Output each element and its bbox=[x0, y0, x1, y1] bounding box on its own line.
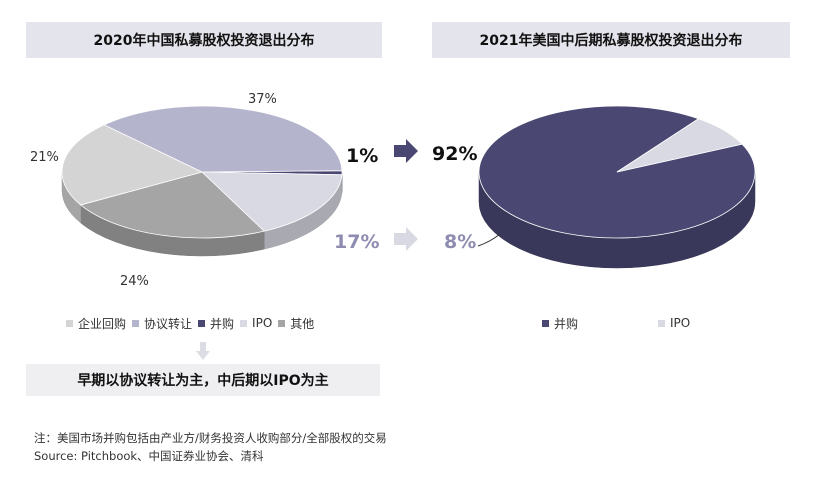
left-value-label-merger: 1% bbox=[346, 145, 378, 167]
right-legend-swatch-merger bbox=[542, 319, 549, 327]
left-legend-label-agreement-transfer: 协议转让 bbox=[144, 316, 193, 331]
leader-line-ipo bbox=[477, 233, 501, 247]
left-legend-swatch-ipo bbox=[240, 319, 248, 327]
left-chart-title: 2020年中国私募股权投资退出分布 bbox=[26, 22, 382, 58]
left-legend-swatch-other bbox=[278, 319, 286, 327]
footnote: 注：美国市场并购包括由产业方/财务投资人收购部分/全部股权的交易 bbox=[34, 431, 387, 445]
right-legend-label-ipo: IPO bbox=[670, 316, 691, 330]
pie-value-labels: 1% 17% 24% 21% 37% 92% 8% bbox=[30, 92, 501, 289]
right-value-label-merger: 92% bbox=[432, 143, 477, 165]
left-chart-legend: 企业回购 协议转让 并购 IPO 其他 bbox=[66, 312, 320, 334]
left-legend-item-ipo: IPO bbox=[240, 316, 272, 330]
left-pie-slice-ipo bbox=[200, 171, 343, 232]
left-value-label-ipo: 17% bbox=[334, 231, 379, 253]
left-value-label-agreement-transfer: 37% bbox=[248, 92, 277, 107]
right-chart-title: 2021年美国中后期私募股权投资退出分布 bbox=[432, 22, 790, 58]
left-pie-chart bbox=[61, 105, 343, 257]
left-legend-label-enterprise-buyback: 企业回购 bbox=[78, 316, 127, 331]
left-pie-slice-enterprise-buyback bbox=[61, 124, 204, 206]
arrow-right-light-icon bbox=[394, 227, 418, 251]
left-pie-slice-agreement-transfer bbox=[103, 105, 343, 173]
right-legend-label-merger: 并购 bbox=[554, 316, 579, 331]
left-legend-label-merger: 并购 bbox=[210, 316, 235, 331]
right-legend-item-merger: 并购 bbox=[542, 315, 578, 332]
right-legend-item-ipo: IPO bbox=[658, 316, 690, 330]
left-legend-swatch-merger bbox=[198, 319, 206, 327]
right-pie-chart bbox=[478, 105, 756, 269]
arrow-right-icon bbox=[394, 139, 418, 163]
left-legend-label-other: 其他 bbox=[290, 316, 315, 331]
left-legend-item-other: 其他 bbox=[278, 315, 314, 332]
left-legend-swatch-agreement-transfer bbox=[132, 319, 140, 327]
left-legend-item-enterprise-buyback: 企业回购 bbox=[66, 315, 126, 332]
left-legend-swatch-enterprise-buyback bbox=[66, 319, 73, 327]
right-pie-slice-ipo bbox=[616, 118, 743, 173]
connector-arrows bbox=[394, 139, 418, 251]
left-legend-label-ipo: IPO bbox=[252, 316, 273, 330]
arrow-down-icon bbox=[196, 342, 210, 360]
left-legend-item-agreement-transfer: 协议转让 bbox=[132, 315, 192, 332]
right-legend-swatch-ipo bbox=[658, 319, 666, 327]
summary-box: 早期以协议转让为主，中后期以IPO为主 bbox=[26, 364, 380, 396]
left-value-label-other: 24% bbox=[120, 274, 149, 289]
right-chart-legend: 并购 IPO bbox=[542, 312, 770, 334]
left-legend-item-merger: 并购 bbox=[198, 315, 234, 332]
right-value-label-ipo: 8% bbox=[444, 231, 476, 253]
source-note: Source: Pitchbook、中国证券业协会、清科 bbox=[34, 449, 264, 463]
left-value-label-enterprise-buyback: 21% bbox=[30, 150, 59, 165]
left-pie-slice-other bbox=[79, 171, 265, 239]
